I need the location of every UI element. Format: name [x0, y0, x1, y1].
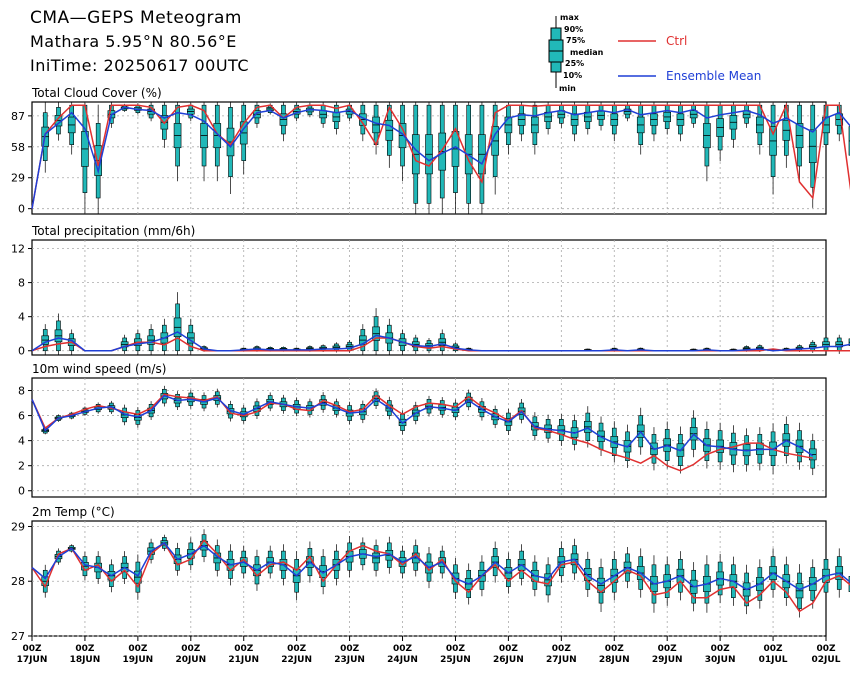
- panel-3: 2m Temp (°C) 27 28 29: [11, 505, 850, 643]
- x-tick-date: 18JUN: [70, 655, 101, 665]
- x-tick-date: 24JUN: [387, 655, 418, 665]
- x-tick-hour: 00Z: [128, 644, 148, 654]
- y-tick-label: 12: [11, 243, 25, 256]
- x-tick-date: 21JUN: [228, 655, 259, 665]
- x-tick-date: 30JUN: [705, 655, 736, 665]
- y-tick-label: 87: [11, 110, 25, 123]
- x-tick-date: 22JUN: [281, 655, 312, 665]
- legend-box-label: 75%: [566, 36, 585, 45]
- y-tick-label: 2: [18, 460, 25, 473]
- x-tick-date: 19JUN: [123, 655, 154, 665]
- panel-title: Total precipitation (mm/6h): [31, 224, 195, 238]
- legend-box-label: min: [559, 84, 576, 93]
- x-tick-date: 26JUN: [493, 655, 524, 665]
- legend: max 90% 75% median 25% 10% min Ctrl Ensemble Mea…: [548, 13, 761, 93]
- x-tick-date: 28JUN: [599, 655, 630, 665]
- initime-label: IniTime: 20250617 00UTC: [30, 56, 250, 75]
- panel-title: 2m Temp (°C): [32, 505, 115, 519]
- panel-title: 10m wind speed (m/s): [32, 362, 166, 376]
- x-tick-date: 29JUN: [652, 655, 683, 665]
- ensemble-mean-series-line: [31, 331, 850, 352]
- x-tick-date: 23JUN: [334, 655, 365, 665]
- y-tick-label: 0: [18, 345, 25, 358]
- x-tick-hour: 00Z: [816, 644, 836, 654]
- ctrl-series-line: [31, 539, 850, 613]
- x-tick-date: 17JUN: [17, 655, 48, 665]
- panel-frame: [31, 377, 827, 498]
- x-tick-date: 01JUL: [759, 655, 788, 665]
- panel-1: Total precipitation (mm/6h) 0 4 8 12: [11, 224, 850, 358]
- panel-frame: [31, 239, 827, 356]
- x-tick-hour: 00Z: [764, 644, 784, 654]
- y-tick-label: 8: [18, 277, 25, 290]
- y-tick-label: 58: [11, 141, 25, 154]
- legend-ctrl-label: Ctrl: [666, 34, 687, 48]
- y-tick-label: 27: [11, 630, 25, 643]
- legend-box-label: 90%: [564, 25, 583, 34]
- y-tick-label: 0: [18, 203, 25, 216]
- x-tick-hour: 00Z: [499, 644, 519, 654]
- panel-2: 10m wind speed (m/s) 0 2 4 6 8: [18, 362, 827, 498]
- panel-title: Total Cloud Cover (%): [31, 86, 162, 100]
- x-tick-hour: 00Z: [552, 644, 572, 654]
- x-axis: 00Z17JUN00Z18JUN00Z19JUN00Z20JUN00Z21JUN…: [17, 636, 841, 665]
- location-label: Mathara 5.95°N 80.56°E: [30, 32, 237, 51]
- y-tick-label: 4: [18, 435, 25, 448]
- ensemble-mean-series-line: [31, 541, 850, 591]
- x-tick-hour: 00Z: [605, 644, 625, 654]
- y-tick-label: 29: [11, 520, 25, 533]
- x-tick-hour: 00Z: [393, 644, 413, 654]
- x-tick-hour: 00Z: [711, 644, 731, 654]
- x-tick-hour: 00Z: [287, 644, 307, 654]
- x-tick-hour: 00Z: [75, 644, 95, 654]
- x-tick-hour: 00Z: [340, 644, 360, 654]
- ctrl-series-line: [31, 393, 813, 472]
- x-tick-hour: 00Z: [181, 644, 201, 654]
- y-tick-label: 6: [18, 410, 25, 423]
- x-tick-hour: 00Z: [446, 644, 466, 654]
- legend-box-label: median: [570, 48, 604, 57]
- y-tick-label: 29: [11, 172, 25, 185]
- legend-box-label: 25%: [565, 59, 584, 68]
- chart-title: CMA—GEPS Meteogram: [30, 8, 242, 28]
- legend-mean-label: Ensemble Mean: [666, 69, 761, 83]
- x-tick-hour: 00Z: [22, 644, 42, 654]
- ensemble-mean-series-line: [31, 106, 850, 209]
- x-tick-date: 25JUN: [440, 655, 471, 665]
- panel-0: Total Cloud Cover (%) 0 29 58 87: [11, 86, 850, 216]
- y-tick-label: 8: [18, 385, 25, 398]
- x-tick-date: 27JUN: [546, 655, 577, 665]
- x-tick-date: 20JUN: [175, 655, 206, 665]
- legend-box-label: 10%: [563, 71, 582, 80]
- ensemble-mean-series-line: [31, 394, 814, 457]
- y-tick-label: 0: [18, 485, 25, 498]
- x-tick-date: 02JUL: [812, 655, 841, 665]
- x-tick-hour: 00Z: [234, 644, 254, 654]
- y-tick-label: 28: [11, 575, 25, 588]
- legend-box-label: max: [560, 13, 580, 22]
- y-tick-label: 4: [18, 311, 25, 324]
- x-tick-hour: 00Z: [658, 644, 678, 654]
